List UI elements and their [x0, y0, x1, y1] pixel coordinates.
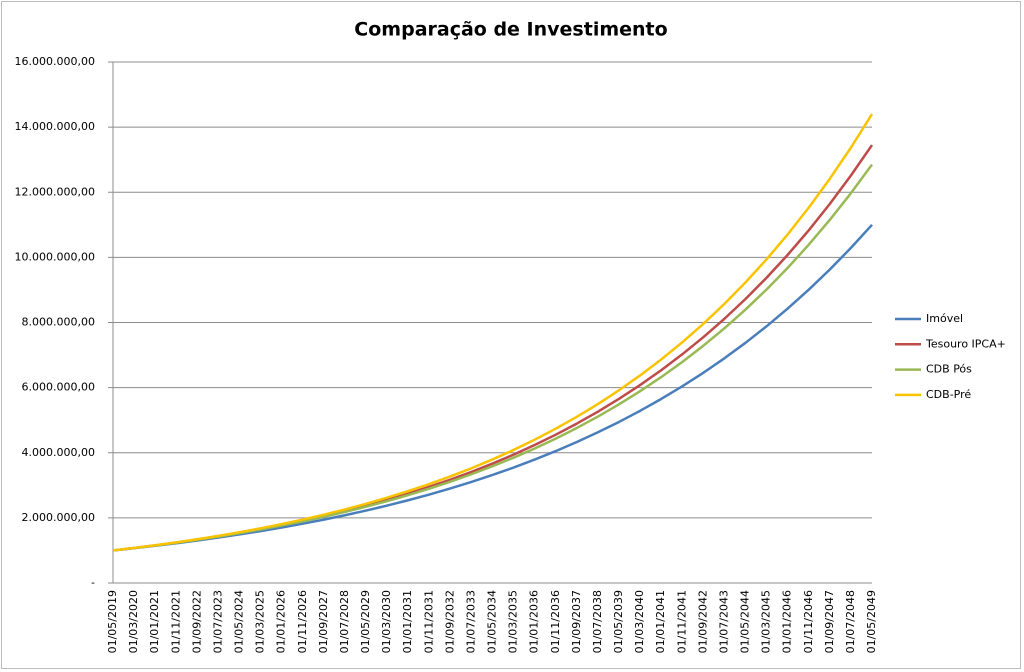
x-tick-label: 01/03/2045 [760, 590, 773, 653]
x-tick-label: 01/11/2041 [675, 590, 688, 653]
x-tick-label: 01/07/2038 [591, 590, 604, 653]
legend-label: CDB Pós [926, 363, 972, 376]
x-tick-label: 01/01/2036 [528, 590, 541, 653]
x-tick-label: 01/03/2020 [127, 590, 140, 653]
legend-label: Imóvel [926, 312, 963, 325]
x-tick-label: 01/11/2046 [802, 590, 815, 653]
y-tick-label: 10.000.000,00 [15, 250, 95, 263]
x-tick-label: 01/03/2025 [254, 590, 267, 653]
x-tick-label: 01/03/2040 [633, 590, 646, 653]
y-tick-label: 12.000.000,00 [15, 185, 95, 198]
x-tick-label: 01/09/2037 [570, 590, 583, 653]
x-tick-label: 01/05/2029 [359, 590, 372, 653]
x-tick-label: 01/05/2034 [486, 590, 499, 653]
x-tick-label: 01/09/2042 [696, 590, 709, 653]
x-tick-label: 01/07/2033 [464, 590, 477, 653]
x-tick-label: 01/01/2046 [781, 590, 794, 653]
series-line [112, 223, 873, 552]
x-tick-label: 01/09/2047 [823, 590, 836, 653]
x-tick-label: 01/11/2021 [169, 590, 182, 653]
series-line [112, 113, 874, 552]
x-tick-label: 01/01/2041 [654, 590, 667, 653]
x-tick-label: 01/05/2024 [233, 590, 246, 653]
y-tick-label: 8.000.000,00 [22, 316, 95, 329]
x-tick-label: 01/11/2036 [549, 590, 562, 653]
x-tick-label: 01/01/2026 [275, 590, 288, 653]
x-tick-label: 01/07/2023 [211, 590, 224, 653]
x-tick-label: 01/05/2019 [106, 590, 119, 653]
y-tick-label: - [91, 576, 95, 589]
x-tick-label: 01/09/2027 [317, 590, 330, 653]
x-tick-label: 01/01/2031 [401, 590, 414, 653]
x-tick-label: 01/01/2021 [148, 590, 161, 653]
x-tick-label: 01/11/2026 [296, 590, 309, 653]
y-tick-label: 14.000.000,00 [15, 120, 95, 133]
x-tick-label: 01/11/2031 [422, 590, 435, 653]
legend-label: Tesouro IPCA+ [925, 337, 1006, 350]
x-tick-label: 01/05/2049 [865, 590, 878, 653]
chart-title: Comparação de Investimento [354, 19, 667, 41]
x-tick-label: 01/03/2035 [507, 590, 520, 653]
legend-label: CDB-Pré [926, 388, 971, 401]
x-tick-label: 01/07/2028 [338, 590, 351, 653]
x-tick-label: 01/09/2032 [443, 590, 456, 653]
y-tick-label: 16.000.000,00 [15, 55, 95, 68]
y-tick-label: 2.000.000,00 [22, 511, 95, 524]
x-tick-label: 01/07/2048 [844, 590, 857, 653]
x-tick-label: 01/07/2043 [717, 590, 730, 653]
y-tick-label: 6.000.000,00 [22, 381, 95, 394]
y-tick-label: 4.000.000,00 [22, 446, 95, 459]
x-tick-label: 01/03/2030 [380, 590, 393, 653]
x-tick-label: 01/05/2039 [612, 590, 625, 653]
x-tick-label: 01/09/2022 [190, 590, 203, 653]
x-tick-label: 01/05/2044 [739, 590, 752, 653]
